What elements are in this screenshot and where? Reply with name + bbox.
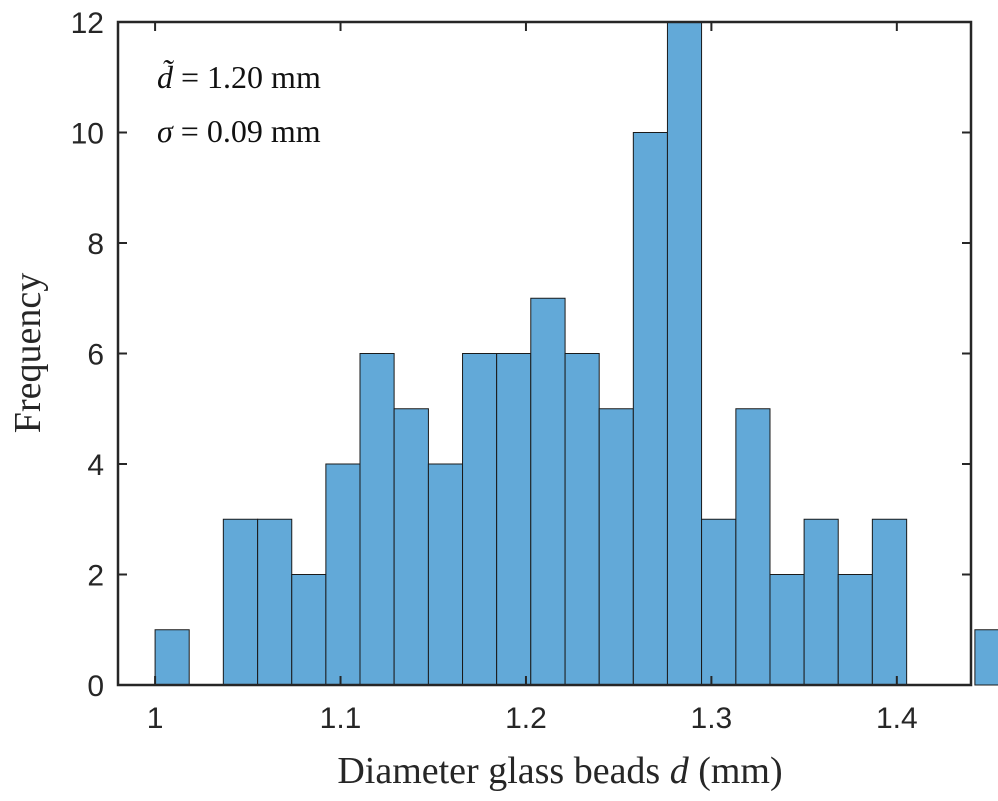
histogram-bar <box>871 518 908 686</box>
histogram-bar <box>701 518 737 686</box>
y-tick-labels: 0 2 4 6 8 10 12 <box>71 7 104 703</box>
y-tick-label: 2 <box>87 560 104 593</box>
x-axis-title-text: Diameter glass beads <box>337 750 660 792</box>
histogram-bar <box>154 629 190 686</box>
sigma-annotation: σ = 0.09 mm <box>157 113 321 149</box>
x-tick-labels: 1 1.1 1.2 1.3 1.4 <box>147 702 918 735</box>
x-tick-label: 1.2 <box>505 702 547 735</box>
histogram-bar <box>666 21 703 686</box>
y-tick-label: 0 <box>87 670 104 703</box>
y-tick-label: 8 <box>87 228 104 261</box>
histogram-bar <box>803 518 839 686</box>
histogram-bar <box>359 353 395 686</box>
histogram-bar <box>837 574 873 686</box>
x-tick-label: 1.1 <box>320 702 362 735</box>
x-axis-title: Diameter glass beads d (mm) <box>337 750 782 792</box>
bars-group <box>154 21 998 686</box>
x-axis-unit: (mm) <box>698 750 782 792</box>
y-tick-label: 6 <box>87 339 104 372</box>
y-tick-label: 4 <box>87 449 104 482</box>
histogram-bar <box>735 408 771 686</box>
histogram-bar <box>598 408 634 686</box>
y-tick-label: 10 <box>71 118 104 151</box>
sigma-value: = 0.09 mm <box>181 113 321 149</box>
x-tick-label: 1 <box>147 702 164 735</box>
histogram-bar <box>393 408 429 686</box>
y-tick-label: 12 <box>71 7 104 40</box>
histogram-bar <box>530 297 566 686</box>
histogram-bar <box>222 518 259 686</box>
histogram-bar <box>325 463 361 686</box>
histogram-bar <box>257 518 293 686</box>
y-axis-title: Frequency <box>7 273 49 433</box>
x-tick-label: 1.4 <box>876 702 918 735</box>
median-annotation: d̃ = 1.20 mm <box>157 59 321 95</box>
histogram-bar <box>974 629 998 686</box>
median-symbol: d̃ <box>157 59 174 95</box>
histogram-bar <box>427 463 464 686</box>
histogram-bar <box>291 574 327 686</box>
histogram-bar <box>632 132 668 686</box>
sigma-symbol: σ <box>157 113 174 149</box>
axes-box <box>116 20 973 687</box>
median-value: = 1.20 mm <box>181 59 321 95</box>
x-axis-variable: d <box>670 750 690 792</box>
histogram-bar <box>462 353 498 686</box>
histogram-bar <box>564 353 600 686</box>
x-tick-label: 1.3 <box>691 702 733 735</box>
histogram-bar <box>496 353 532 686</box>
histogram-bar <box>769 574 805 686</box>
